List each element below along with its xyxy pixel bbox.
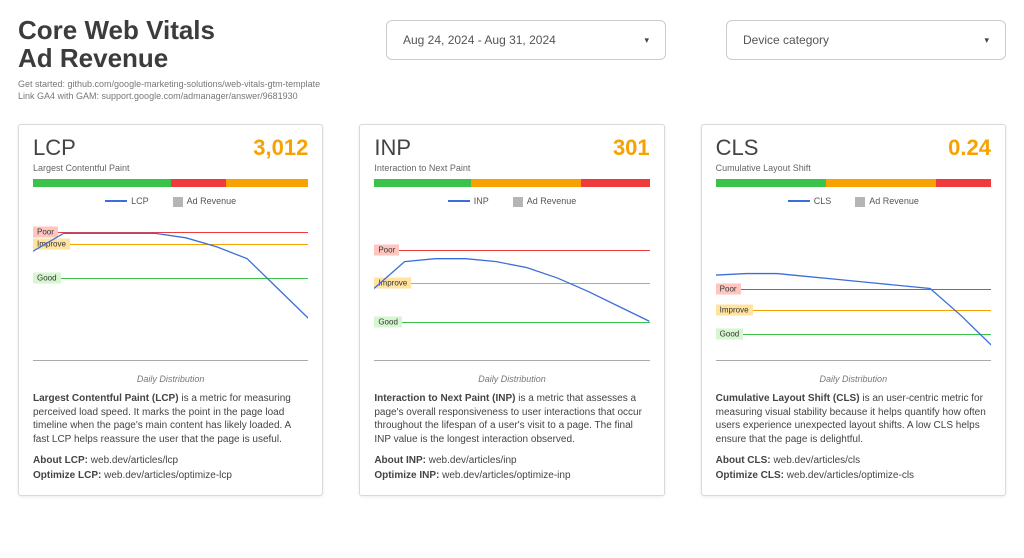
inp-links: About INP: web.dev/articles/inp Optimize… bbox=[374, 454, 649, 483]
cards-row: LCP 3,012 Largest Contentful Paint LCP A… bbox=[18, 124, 1006, 496]
inp-full-name: Interaction to Next Paint bbox=[374, 163, 649, 173]
lcp-legend: LCP Ad Revenue bbox=[33, 193, 308, 209]
inp-about-link[interactable]: web.dev/articles/inp bbox=[429, 455, 517, 466]
inp-value: 301 bbox=[613, 135, 650, 161]
header-row: Core Web VitalsAd Revenue Get started: g… bbox=[18, 16, 1006, 102]
selectors: Aug 24, 2024 - Aug 31, 2024 ▾ Device cat… bbox=[386, 16, 1006, 60]
cls-full-name: Cumulative Layout Shift bbox=[716, 163, 991, 173]
cls-daily-label: Daily Distribution bbox=[716, 374, 991, 384]
lcp-chart: LCP Ad Revenue PoorImproveGood bbox=[33, 193, 308, 368]
inp-chart: INP Ad Revenue PoorImproveGood bbox=[374, 193, 649, 368]
cls-chart: CLS Ad Revenue PoorImproveGood bbox=[716, 193, 991, 368]
cls-abbrev: CLS bbox=[716, 135, 759, 161]
cls-value: 0.24 bbox=[948, 135, 991, 161]
inp-legend: INP Ad Revenue bbox=[374, 193, 649, 209]
card-cls: CLS 0.24 Cumulative Layout Shift CLS Ad … bbox=[701, 124, 1006, 496]
cls-legend-line: CLS bbox=[814, 196, 832, 206]
inp-legend-line: INP bbox=[474, 196, 489, 206]
inp-legend-bars: Ad Revenue bbox=[527, 196, 577, 206]
date-range-label: Aug 24, 2024 - Aug 31, 2024 bbox=[403, 33, 556, 47]
lcp-about-link[interactable]: web.dev/articles/lcp bbox=[91, 455, 178, 466]
lcp-optimize-link[interactable]: web.dev/articles/optimize-lcp bbox=[104, 470, 232, 481]
device-category-label: Device category bbox=[743, 33, 829, 47]
inp-optimize-link[interactable]: web.dev/articles/optimize-inp bbox=[442, 470, 570, 481]
caret-down-icon: ▾ bbox=[644, 35, 649, 46]
lcp-value: 3,012 bbox=[253, 135, 308, 161]
cls-links: About CLS: web.dev/articles/cls Optimize… bbox=[716, 454, 991, 483]
cls-legend: CLS Ad Revenue bbox=[716, 193, 991, 209]
cls-legend-bars: Ad Revenue bbox=[869, 196, 919, 206]
lcp-links: About LCP: web.dev/articles/lcp Optimize… bbox=[33, 454, 308, 483]
cls-description: Cumulative Layout Shift (CLS) is an user… bbox=[716, 392, 991, 446]
cls-about-link[interactable]: web.dev/articles/cls bbox=[773, 455, 860, 466]
inp-color-bar bbox=[374, 179, 649, 187]
inp-daily-label: Daily Distribution bbox=[374, 374, 649, 384]
lcp-description: Largest Contentful Paint (LCP) is a metr… bbox=[33, 392, 308, 446]
inp-plot: PoorImproveGood bbox=[374, 211, 649, 361]
inp-description: Interaction to Next Paint (INP) is a met… bbox=[374, 392, 649, 446]
subtext-1: Get started: github.com/google-marketing… bbox=[18, 78, 358, 90]
subtext-2: Link GA4 with GAM: support.google.com/ad… bbox=[18, 90, 358, 102]
lcp-legend-line: LCP bbox=[131, 196, 149, 206]
caret-down-icon: ▾ bbox=[984, 35, 989, 46]
date-range-select[interactable]: Aug 24, 2024 - Aug 31, 2024 ▾ bbox=[386, 20, 666, 60]
lcp-color-bar bbox=[33, 179, 308, 187]
inp-abbrev: INP bbox=[374, 135, 411, 161]
cls-optimize-link[interactable]: web.dev/articles/optimize-cls bbox=[787, 470, 914, 481]
lcp-legend-bars: Ad Revenue bbox=[187, 196, 237, 206]
page-title: Core Web VitalsAd Revenue bbox=[18, 16, 358, 72]
lcp-daily-label: Daily Distribution bbox=[33, 374, 308, 384]
lcp-abbrev: LCP bbox=[33, 135, 76, 161]
device-category-select[interactable]: Device category ▾ bbox=[726, 20, 1006, 60]
card-lcp: LCP 3,012 Largest Contentful Paint LCP A… bbox=[18, 124, 323, 496]
lcp-plot: PoorImproveGood bbox=[33, 211, 308, 361]
cls-plot: PoorImproveGood bbox=[716, 211, 991, 361]
lcp-full-name: Largest Contentful Paint bbox=[33, 163, 308, 173]
card-inp: INP 301 Interaction to Next Paint INP Ad… bbox=[359, 124, 664, 496]
title-block: Core Web VitalsAd Revenue Get started: g… bbox=[18, 16, 358, 102]
cls-color-bar bbox=[716, 179, 991, 187]
